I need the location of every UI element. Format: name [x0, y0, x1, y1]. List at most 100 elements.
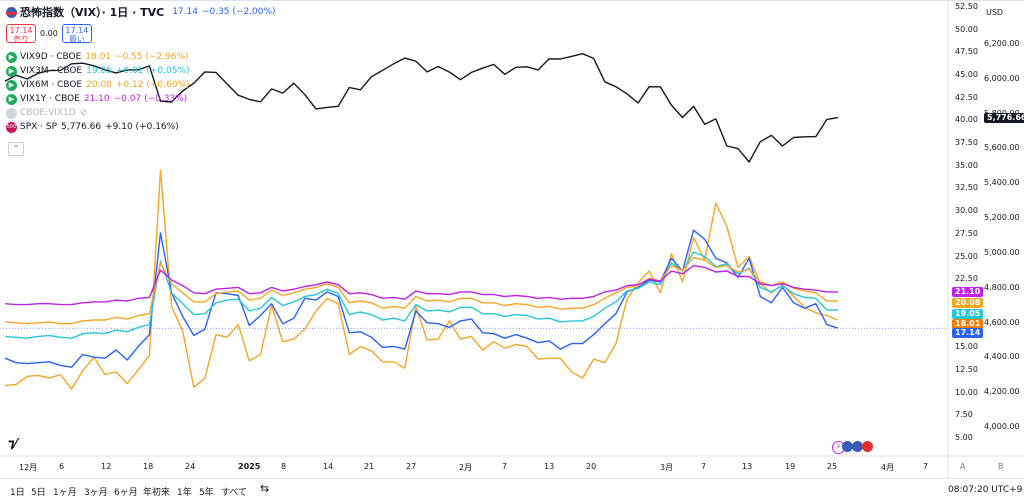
spx-tick-label: 4,000.00 — [984, 422, 1020, 431]
auto-scale-button[interactable]: A — [960, 462, 966, 471]
time-tick-label: 6 — [59, 462, 65, 471]
time-tick-label: 7 — [701, 462, 707, 471]
spx-tick-label: 4,400.00 — [984, 352, 1020, 362]
legend-row-vix3m[interactable]: ▶ VIX3M · CBOE 19.05 +0.01 (+0.05%) — [6, 64, 190, 78]
legend-value: 19.05 — [86, 65, 112, 76]
price-tag: 19.05 — [952, 308, 984, 319]
time-tick-label: 4月 — [881, 463, 895, 472]
vix-tick-label: 25.00 — [955, 251, 978, 261]
legend-value: 21.10 — [83, 93, 110, 104]
buy-price: 17.14 — [65, 26, 89, 35]
spx-tick-label: 5,000.00 — [984, 247, 1020, 257]
series-line-vix1y — [4, 264, 838, 306]
vix-tick-label: 50.00 — [955, 24, 978, 34]
spx-tick-label: 5,600.00 — [984, 143, 1020, 153]
play-icon: ▶ — [6, 51, 17, 63]
vix-tick-label: 37.50 — [955, 138, 978, 148]
range-all[interactable]: すべて — [221, 488, 248, 498]
spx-tick-label: 4,800.00 — [984, 282, 1020, 292]
price-tag: 18.01 — [952, 318, 984, 329]
range-ytd[interactable]: 年初来 — [143, 488, 171, 498]
range-5d[interactable]: 5日 — [31, 488, 46, 498]
range-1m[interactable]: 1ヶ月 — [53, 488, 77, 498]
sp500-icon: 500 — [6, 121, 17, 133]
time-tick-label: 2月 — [459, 463, 473, 472]
buy-button[interactable]: 17.14 買い — [61, 24, 92, 44]
sell-price: 17.14 — [9, 26, 33, 35]
time-tick-label: 13 — [544, 462, 555, 471]
sell-label: 売り — [13, 35, 29, 44]
legend-row-vix9d[interactable]: ▶ VIX9D · CBOE 18.01 −0.55 (−2.96%) — [6, 50, 190, 64]
time-tick-label: 18 — [143, 462, 154, 471]
us-flag-event-icon[interactable] — [852, 441, 863, 452]
price-tag: 5,776.66 — [984, 112, 1024, 123]
range-1y[interactable]: 1年 — [177, 488, 192, 498]
vix-tick-label: 40.00 — [955, 115, 978, 125]
play-icon: ▶ — [6, 93, 17, 105]
vix-tick-label: 47.50 — [955, 47, 978, 57]
time-tick-label: 24 — [185, 462, 196, 471]
time-tick-label: 12月 — [19, 463, 38, 472]
currency-label[interactable]: USD — [986, 8, 1004, 17]
vix-tick-label: 32.50 — [955, 183, 978, 193]
hidden-series-icon — [6, 107, 17, 119]
vix-tick-label: 45.00 — [955, 70, 978, 80]
us-flag-event-icon[interactable] — [842, 441, 853, 452]
spx-tick-label: 4,200.00 — [984, 387, 1020, 397]
time-tick-label: 12 — [101, 462, 112, 471]
range-3m[interactable]: 3ヶ月 — [84, 488, 108, 498]
range-5y[interactable]: 5年 — [199, 488, 214, 498]
legend-change: +0.12 (+0.60%) — [115, 79, 190, 90]
log-scale-button[interactable]: B — [998, 462, 1004, 471]
date-range-icon[interactable]: ⇆ — [260, 482, 270, 495]
main-title-row[interactable]: 恐怖指数（VIX）· 1日 · TVC 17.14 −0.35 (−2.00%) — [6, 5, 276, 19]
series-line-vix9d — [4, 169, 839, 390]
spx-tick-label: 5,400.00 — [984, 178, 1020, 188]
vix-tick-label: 27.50 — [955, 228, 978, 238]
spx-tick-label: 4,600.00 — [984, 317, 1020, 327]
range-6m[interactable]: 6ヶ月 — [114, 488, 138, 498]
legend-row-spx[interactable]: 500 SPX · SP 5,776.66 +9.10 (+0.16%) — [6, 120, 190, 134]
main-change: −0.35 (−2.00%) — [201, 6, 276, 17]
main-price: 17.14 — [172, 6, 198, 17]
legend-symbol: CBOE:VIX1D — [20, 107, 76, 118]
main-title: 恐怖指数（VIX）· 1日 · TVC — [20, 5, 165, 19]
time-tick-label: 25 — [827, 462, 838, 471]
tradingview-logo: ⁊⁄ — [8, 437, 17, 452]
time-tick-label: 27 — [406, 462, 417, 471]
time-tick-label: 7 — [923, 462, 929, 471]
spx-tick-label: 6,200.00 — [984, 39, 1020, 48]
legend-row-vix1y[interactable]: ▶ VIX1Y · CBOE 21.10 −0.07 (−0.33%) — [6, 92, 190, 106]
play-icon: ▶ — [6, 65, 17, 77]
legend-symbol: SPX · SP — [20, 121, 58, 132]
series-line-vix6m — [4, 256, 838, 325]
price-tag: 20.08 — [952, 298, 984, 309]
vix-tick-label: 22.50 — [955, 274, 978, 284]
legend-value: 18.01 — [85, 51, 112, 62]
range-1d[interactable]: 1日 — [10, 488, 25, 498]
us-flag-icon — [6, 6, 17, 18]
time-tick-label: 14 — [323, 462, 334, 471]
series-line-vix — [4, 229, 839, 368]
bottom-toolbar: 1日 5日 1ヶ月 3ヶ月 6ヶ月 年初来 1年 5年 すべて ⇆ 08:07:… — [0, 478, 1024, 502]
legend-row-vix6m[interactable]: ▶ VIX6M · CBOE 20.08 +0.12 (+0.60%) — [6, 78, 190, 92]
price-tag: 17.14 — [952, 327, 984, 338]
time-tick-label: 13 — [742, 462, 753, 471]
legend-symbol: VIX6M · CBOE — [20, 79, 83, 90]
price-tag: 21.10 — [952, 286, 984, 297]
time-tick-label: 3月 — [660, 463, 674, 472]
spread-value: 0.00 — [40, 29, 58, 38]
collapse-legend-button[interactable]: ⌃ — [8, 142, 24, 156]
legend-row-vix1d[interactable]: CBOE:VIX1D ⊘ — [6, 106, 190, 120]
vix-tick-label: 35.00 — [955, 160, 978, 170]
eye-off-icon[interactable]: ⊘ — [79, 107, 88, 118]
us-flag-event-icon[interactable] — [862, 441, 873, 452]
time-tick-label: 8 — [281, 462, 287, 471]
time-tick-label: 19 — [785, 462, 796, 471]
clock-time[interactable]: 08:07:20 UTC+9 — [948, 485, 1023, 495]
play-icon: ▶ — [6, 79, 17, 91]
sell-button[interactable]: 17.14 売り — [6, 24, 36, 44]
legend-change: +0.01 (+0.05%) — [115, 65, 190, 76]
legend-change: −0.07 (−0.33%) — [113, 93, 188, 104]
